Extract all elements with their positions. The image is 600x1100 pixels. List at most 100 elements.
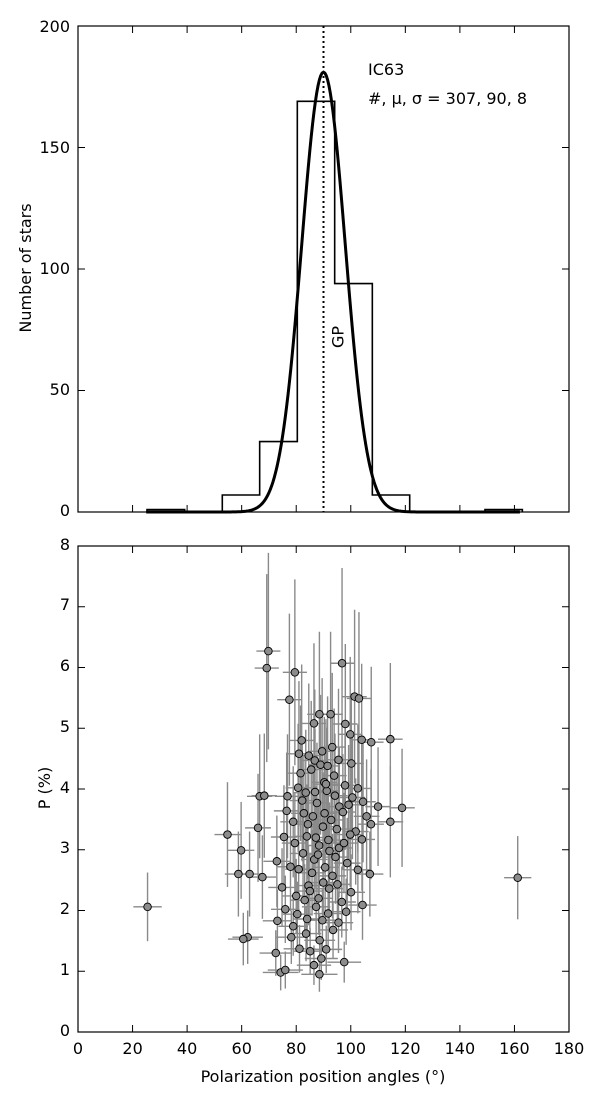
data-point: [294, 864, 303, 874]
data-point: [330, 791, 340, 800]
data-point: [310, 756, 320, 765]
data-point: [325, 846, 334, 856]
data-point: [373, 802, 383, 811]
data-point: [309, 960, 319, 970]
data-point: [357, 735, 366, 745]
data-point: [296, 768, 305, 778]
data-point: [291, 891, 301, 901]
data-point: [345, 830, 355, 839]
data-point: [272, 857, 282, 866]
fit-stats-label: #, μ, σ = 307, 90, 8: [368, 89, 527, 108]
histogram-panel: 0 50 100 150 200 Number of stars GP IC63…: [16, 17, 570, 520]
y-tick-label: 4: [60, 778, 70, 797]
data-point: [346, 888, 356, 897]
data-point: [236, 846, 246, 855]
data-point: [341, 719, 350, 729]
data-point: [513, 873, 522, 882]
scatter-y-axis-title: P (%): [35, 767, 54, 809]
data-point: [295, 944, 304, 954]
data-point: [354, 694, 364, 703]
data-point: [320, 863, 330, 872]
data-point: [366, 737, 376, 747]
data-point: [321, 945, 331, 954]
data-point: [277, 883, 287, 892]
data-point: [329, 771, 339, 780]
data-point: [287, 932, 296, 942]
y-tick-label: 0: [60, 1021, 70, 1040]
data-point: [353, 865, 363, 875]
data-point: [318, 822, 328, 831]
data-point: [345, 730, 355, 739]
data-point: [305, 886, 315, 896]
x-tick-label: 180: [554, 1039, 585, 1058]
data-point: [283, 792, 292, 801]
data-point: [323, 909, 333, 918]
data-point: [143, 902, 152, 912]
data-point: [314, 894, 323, 903]
data-point: [302, 832, 312, 841]
data-point: [313, 850, 323, 859]
data-point: [290, 668, 300, 677]
histogram-frame: [77, 25, 570, 513]
data-point: [301, 929, 311, 938]
data-point: [304, 751, 314, 760]
data-point: [347, 759, 356, 768]
x-tick-label: 140: [445, 1039, 476, 1058]
data-point: [366, 819, 376, 829]
data-point: [307, 868, 317, 878]
data-point: [326, 710, 335, 719]
data-point: [314, 841, 324, 850]
data-point: [281, 905, 290, 914]
data-point: [294, 749, 304, 759]
y-tick-label: 50: [50, 380, 70, 399]
histogram-y-axis-title: Number of stars: [16, 203, 35, 332]
data-point: [386, 817, 395, 827]
data-point: [302, 914, 312, 924]
data-point: [234, 869, 243, 879]
data-point: [315, 970, 324, 979]
data-point: [260, 791, 269, 800]
data-point: [303, 819, 313, 829]
data-point: [288, 817, 298, 827]
x-tick-label: 120: [390, 1039, 421, 1058]
x-tick-label: 80: [286, 1039, 306, 1058]
x-tick-label: 100: [336, 1039, 367, 1058]
data-point: [337, 658, 347, 668]
data-point: [286, 862, 295, 872]
y-tick-label: 100: [39, 259, 70, 278]
x-tick-label: 20: [122, 1039, 142, 1058]
data-point: [332, 824, 342, 834]
y-tick-label: 150: [39, 138, 70, 157]
data-point: [318, 915, 327, 925]
data-point: [262, 663, 272, 673]
data-point: [293, 783, 303, 793]
data-point: [308, 812, 318, 821]
data-point: [253, 823, 263, 833]
data-point: [273, 916, 282, 926]
data-point: [331, 852, 340, 862]
x-tick-label: 60: [232, 1039, 252, 1058]
scatter-x-axis-title: Polarization position angles (°): [201, 1067, 446, 1086]
data-point: [311, 833, 321, 842]
y-tick-label: 1: [60, 960, 70, 979]
data-point: [340, 781, 350, 790]
data-point: [317, 747, 327, 756]
scatter-points: [143, 646, 522, 979]
data-point: [338, 807, 348, 817]
data-point: [310, 787, 320, 797]
data-point: [386, 734, 395, 744]
galactic-plane-label: GP: [329, 326, 348, 348]
data-point: [324, 884, 334, 893]
data-point: [326, 815, 336, 825]
data-point: [348, 793, 357, 802]
y-tick-label: 7: [60, 595, 70, 614]
data-point: [353, 784, 363, 793]
data-point: [334, 755, 343, 765]
data-point: [365, 869, 375, 879]
data-point: [327, 742, 337, 752]
data-point: [245, 869, 254, 879]
data-point: [318, 878, 328, 887]
data-point: [317, 954, 326, 963]
data-point: [337, 897, 347, 907]
